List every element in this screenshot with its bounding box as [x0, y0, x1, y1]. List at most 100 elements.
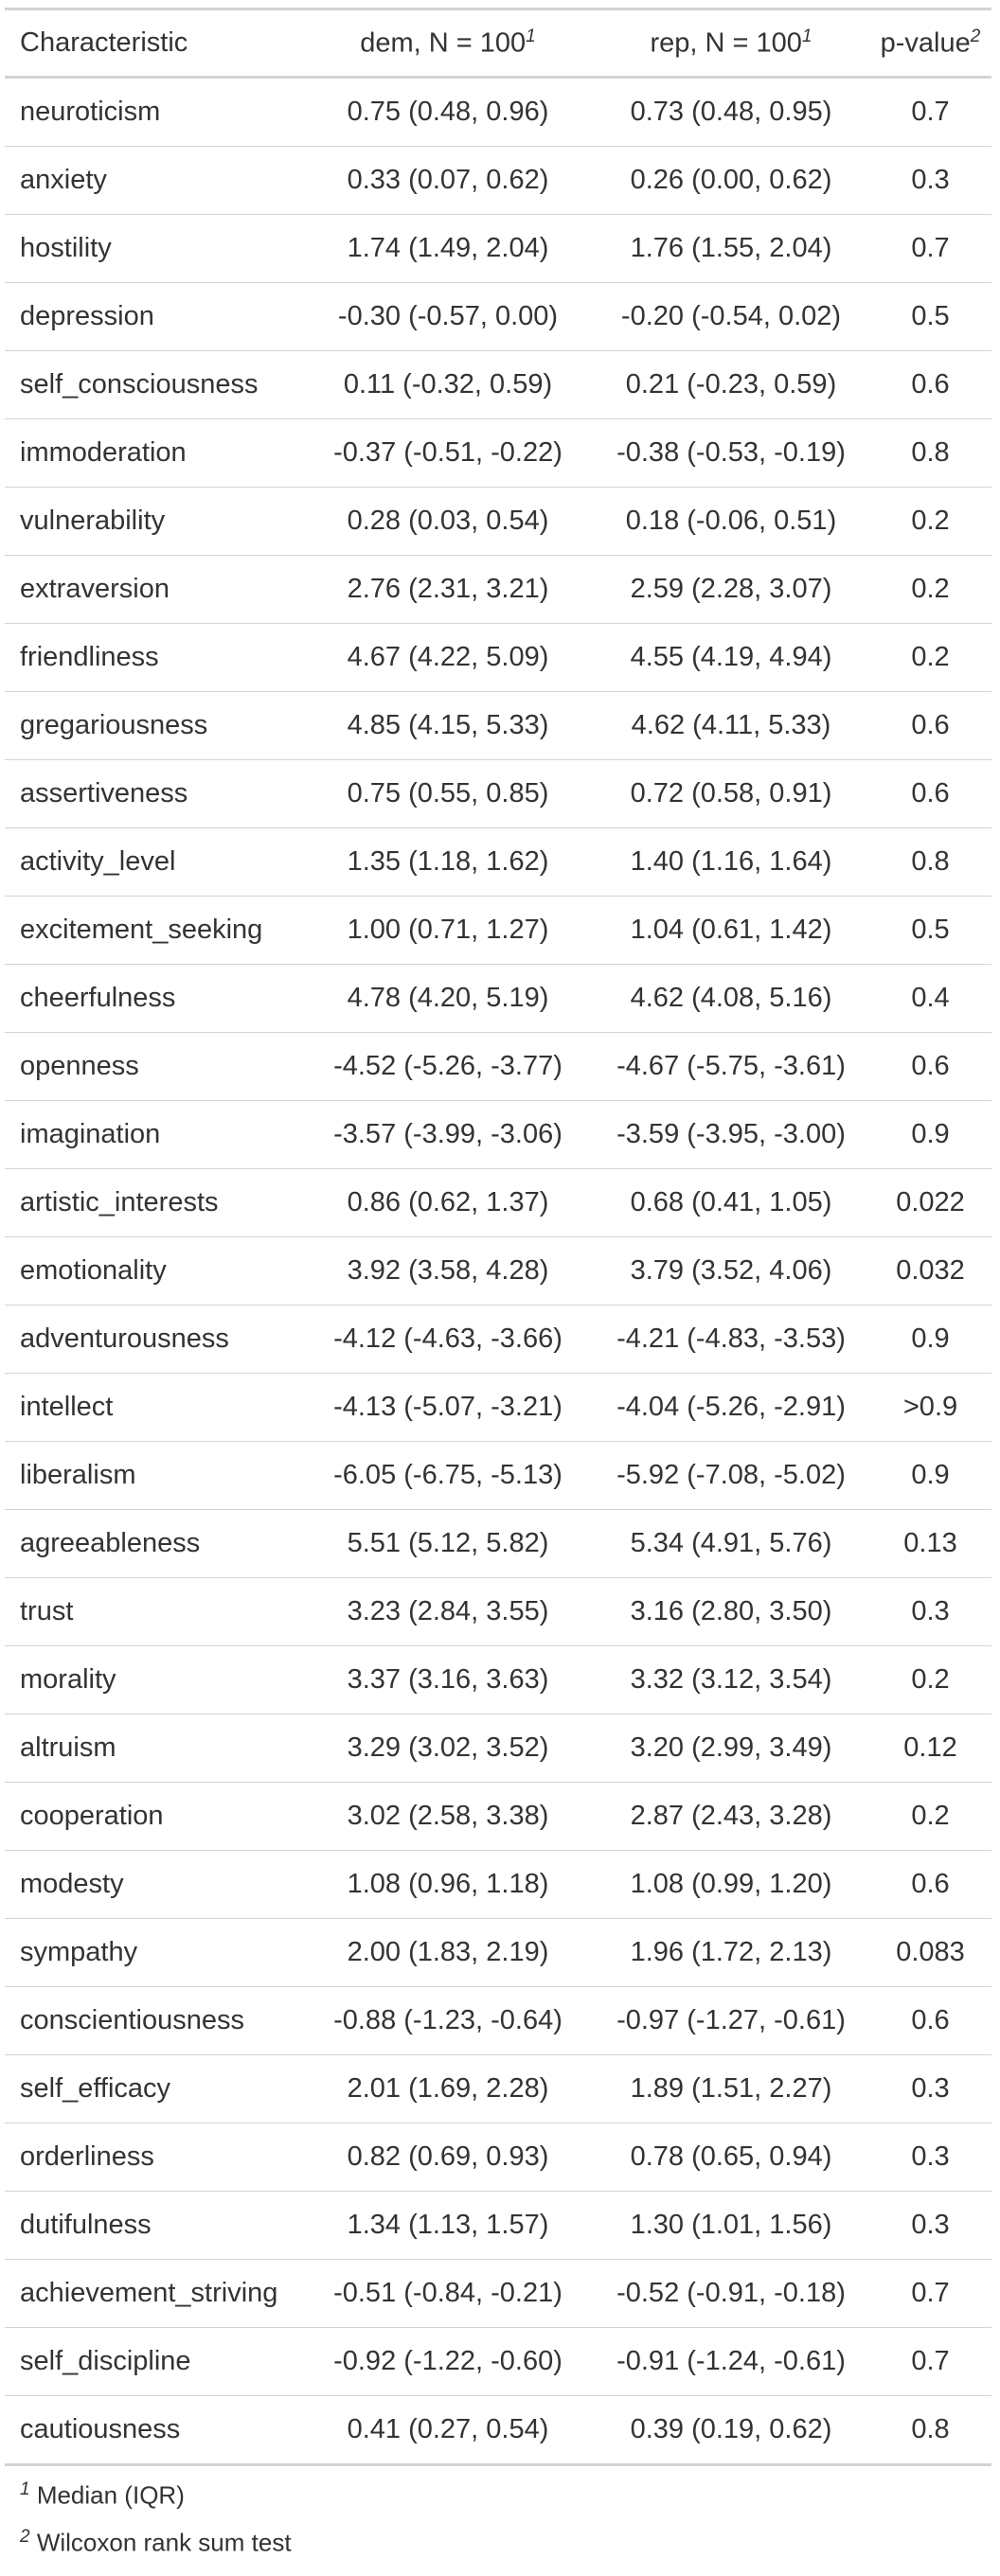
table-row: depression -0.30 (-0.57, 0.00) -0.20 (-0.5… [5, 282, 991, 351]
table-row: artistic_interests 0.86 (0.62, 1.37) 0.68 … [5, 1168, 991, 1237]
table-row: trust 3.23 (2.84, 3.55) 3.16 (2.80, 3.50) 0… [5, 1577, 991, 1646]
cell: 0.78 (0.65, 0.94) [593, 2123, 869, 2192]
cell: -0.97 (-1.27, -0.61) [593, 1986, 869, 2055]
cell: 0.3 [869, 2191, 991, 2260]
table-row: dutifulness 1.34 (1.13, 1.57) 1.30 (1.01, … [5, 2191, 991, 2260]
row-label: cheerfulness [5, 964, 303, 1033]
cell: -0.38 (-0.53, -0.19) [593, 418, 869, 488]
footnote-marker: 2 [970, 27, 981, 47]
cell: 0.032 [869, 1236, 991, 1306]
row-label: immoderation [5, 418, 303, 488]
cell: 3.92 (3.58, 4.28) [303, 1236, 593, 1306]
table-row: immoderation -0.37 (-0.51, -0.22) -0.38 (-… [5, 418, 991, 488]
summary-table: Characteristic dem, N = 1001 rep, N = 1001… [5, 8, 991, 2466]
cell: 1.35 (1.18, 1.62) [303, 827, 593, 897]
cell: 1.08 (0.96, 1.18) [303, 1850, 593, 1919]
row-label: self_consciousness [5, 350, 303, 419]
cell: 0.2 [869, 1645, 991, 1714]
cell: 3.02 (2.58, 3.38) [303, 1782, 593, 1851]
cell: 0.9 [869, 1305, 991, 1374]
table-body: neuroticism 0.75 (0.48, 0.96) 0.73 (0.48, … [5, 77, 991, 2466]
table-row: conscientiousness -0.88 (-1.23, -0.64) -0.… [5, 1986, 991, 2055]
row-label: sympathy [5, 1918, 303, 1987]
cell: 4.62 (4.08, 5.16) [593, 964, 869, 1033]
header-cell: dem, N = 1001 [303, 8, 593, 79]
table-row: achievement_striving -0.51 (-0.84, -0.21)… [5, 2259, 991, 2328]
row-label: adventurousness [5, 1305, 303, 1374]
table-row: intellect -4.13 (-5.07, -3.21) -4.04 (-5.2… [5, 1373, 991, 1442]
row-label: neuroticism [5, 77, 303, 147]
cell: 1.40 (1.16, 1.64) [593, 827, 869, 897]
cell: 0.3 [869, 1577, 991, 1646]
table-row: orderliness 0.82 (0.69, 0.93) 0.78 (0.65, … [5, 2123, 991, 2192]
row-label: cooperation [5, 1782, 303, 1851]
cell: 0.2 [869, 623, 991, 692]
cell: 1.34 (1.13, 1.57) [303, 2191, 593, 2260]
cell: -0.92 (-1.22, -0.60) [303, 2327, 593, 2396]
cell: 0.6 [869, 691, 991, 760]
cell: 0.75 (0.48, 0.96) [303, 77, 593, 147]
cell: 2.00 (1.83, 2.19) [303, 1918, 593, 1987]
header-row: Characteristic dem, N = 1001 rep, N = 1001… [5, 8, 991, 79]
row-label: activity_level [5, 827, 303, 897]
footnote-marker: 1 [801, 27, 812, 47]
cell: 2.59 (2.28, 3.07) [593, 555, 869, 624]
cell: 0.13 [869, 1509, 991, 1578]
cell: 0.022 [869, 1168, 991, 1237]
cell: 0.82 (0.69, 0.93) [303, 2123, 593, 2192]
cell: 1.08 (0.99, 1.20) [593, 1850, 869, 1919]
table-row: adventurousness -4.12 (-4.63, -3.66) -4.21… [5, 1305, 991, 1374]
cell: 5.51 (5.12, 5.82) [303, 1509, 593, 1578]
cell: 1.76 (1.55, 2.04) [593, 214, 869, 283]
table-row: cautiousness 0.41 (0.27, 0.54) 0.39 (0.19,… [5, 2395, 991, 2466]
cell: 0.75 (0.55, 0.85) [303, 759, 593, 828]
cell: 0.4 [869, 964, 991, 1033]
table-row: cheerfulness 4.78 (4.20, 5.19) 4.62 (4.08,… [5, 964, 991, 1033]
cell: -4.12 (-4.63, -3.66) [303, 1305, 593, 1374]
cell: 0.2 [869, 487, 991, 556]
cell: -0.20 (-0.54, 0.02) [593, 282, 869, 351]
cell: 0.73 (0.48, 0.95) [593, 77, 869, 147]
header-label: rep, N = 100 [650, 27, 802, 59]
row-label: anxiety [5, 146, 303, 215]
row-label: modesty [5, 1850, 303, 1919]
cell: 0.39 (0.19, 0.62) [593, 2395, 869, 2466]
cell: 4.85 (4.15, 5.33) [303, 691, 593, 760]
table-row: emotionality 3.92 (3.58, 4.28) 3.79 (3.52,… [5, 1236, 991, 1306]
cell: -0.88 (-1.23, -0.64) [303, 1986, 593, 2055]
cell: 0.6 [869, 1986, 991, 2055]
cell: 0.8 [869, 418, 991, 488]
table-row: self_discipline -0.92 (-1.22, -0.60) -0.91… [5, 2327, 991, 2396]
table-row: hostility 1.74 (1.49, 2.04) 1.76 (1.55, 2.… [5, 214, 991, 283]
cell: 3.23 (2.84, 3.55) [303, 1577, 593, 1646]
cell: -0.37 (-0.51, -0.22) [303, 418, 593, 488]
header-cell: p-value2 [869, 8, 991, 79]
table-row: neuroticism 0.75 (0.48, 0.96) 0.73 (0.48, … [5, 77, 991, 147]
table-row: activity_level 1.35 (1.18, 1.62) 1.40 (1.1… [5, 827, 991, 897]
cell: -0.30 (-0.57, 0.00) [303, 282, 593, 351]
cell: 0.86 (0.62, 1.37) [303, 1168, 593, 1237]
footnote-marker: 2 [20, 2527, 30, 2547]
cell: -0.51 (-0.84, -0.21) [303, 2259, 593, 2328]
cell: 3.20 (2.99, 3.49) [593, 1714, 869, 1783]
table-row: agreeableness 5.51 (5.12, 5.82) 5.34 (4.91… [5, 1509, 991, 1578]
cell: -0.52 (-0.91, -0.18) [593, 2259, 869, 2328]
row-label: emotionality [5, 1236, 303, 1306]
table-row: gregariousness 4.85 (4.15, 5.33) 4.62 (4.1… [5, 691, 991, 760]
cell: 0.3 [869, 2123, 991, 2192]
cell: 0.6 [869, 759, 991, 828]
row-label: morality [5, 1645, 303, 1714]
footnote-text: Median (IQR) [36, 2480, 185, 2510]
cell: 0.21 (-0.23, 0.59) [593, 350, 869, 419]
cell: 4.78 (4.20, 5.19) [303, 964, 593, 1033]
row-label: friendliness [5, 623, 303, 692]
cell: -4.52 (-5.26, -3.77) [303, 1032, 593, 1101]
cell: 3.32 (3.12, 3.54) [593, 1645, 869, 1714]
cell: -3.59 (-3.95, -3.00) [593, 1100, 869, 1169]
cell: 0.72 (0.58, 0.91) [593, 759, 869, 828]
footnote: 1 Median (IQR) [5, 2466, 991, 2514]
header-label: dem, N = 100 [360, 27, 527, 59]
cell: 1.74 (1.49, 2.04) [303, 214, 593, 283]
cell: 0.33 (0.07, 0.62) [303, 146, 593, 215]
footnotes: 1 Median (IQR) 2 Wilcoxon rank sum test [5, 2466, 991, 2561]
